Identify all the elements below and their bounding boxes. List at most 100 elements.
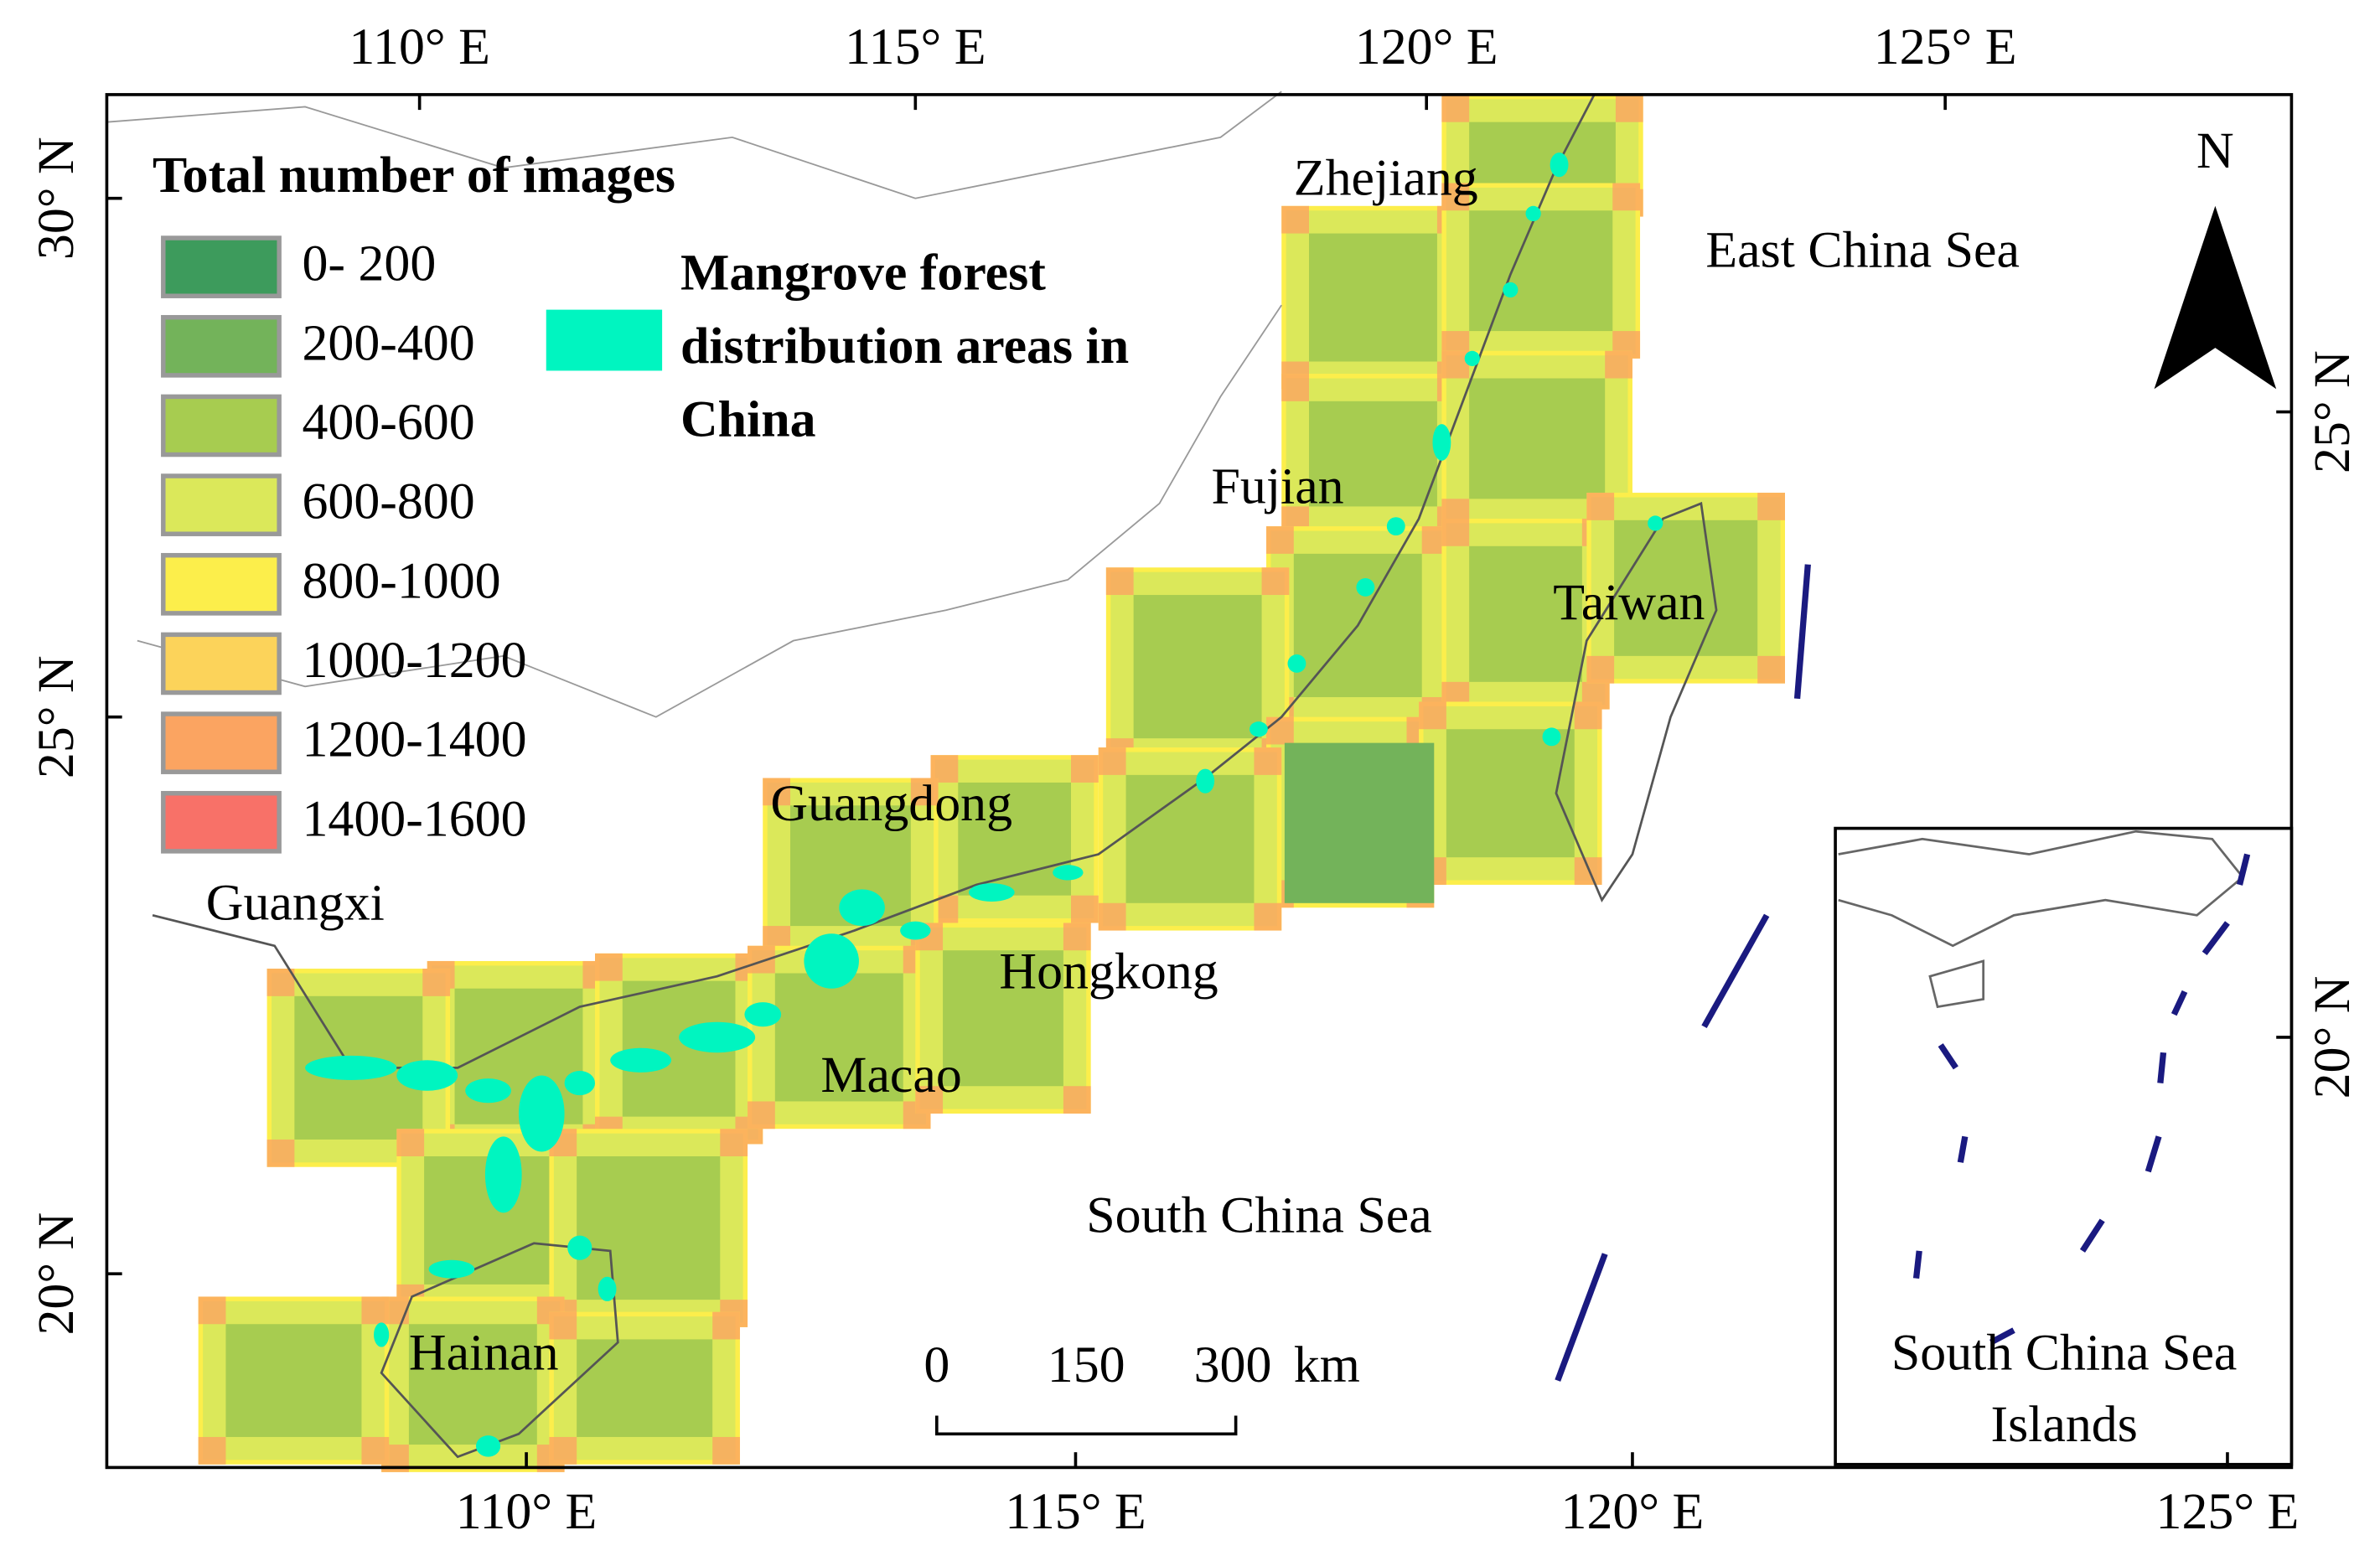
mangrove-area: [1196, 768, 1215, 794]
legend-swatch: [161, 235, 282, 298]
scale-label: 300: [1194, 1336, 1272, 1393]
place-label: Guangxi: [206, 874, 385, 931]
north-label: N: [2196, 122, 2234, 179]
mangrove-area: [744, 1002, 782, 1027]
tile-corner: [1757, 655, 1785, 684]
mangrove-area: [396, 1060, 458, 1091]
tile-corner: [1254, 902, 1282, 931]
tile-corner: [763, 778, 791, 806]
boundary-line: [1793, 564, 1811, 700]
tile-core: [774, 973, 903, 1102]
scale-unit: km: [1294, 1336, 1360, 1393]
tile-core: [1614, 520, 1758, 656]
inset-hainan: [1928, 959, 1985, 1009]
legend: 0- 200 200-400 400-600 600-800 800-1000 1000-…: [161, 235, 527, 854]
mangrove-swatch: [546, 309, 663, 371]
tile-corner: [198, 1296, 226, 1325]
province-border: [137, 304, 1282, 718]
mangrove-area: [374, 1322, 390, 1347]
mangrove-label: China: [680, 390, 816, 447]
tile-core: [225, 1324, 362, 1437]
legend-swatch: [161, 552, 282, 616]
place-label: Fujian: [1211, 457, 1343, 514]
legend-label: 800-1000: [302, 552, 500, 609]
tile-corner: [1419, 701, 1446, 730]
scale-label: 0: [924, 1336, 949, 1393]
tile-core: [958, 782, 1071, 896]
tile-corner: [361, 1296, 390, 1325]
legend-swatch: [161, 711, 282, 774]
tile-core: [1469, 545, 1582, 682]
top-tick-label: 115° E: [845, 18, 986, 75]
bottom-tick-label: 110° E: [456, 1483, 598, 1540]
tile-corner: [1266, 716, 1294, 745]
mangrove-area: [1053, 865, 1084, 881]
tile-corner: [198, 1436, 226, 1465]
tile-corner: [712, 1311, 740, 1340]
place-label: Zhejiang: [1294, 150, 1478, 207]
mangrove-area: [476, 1435, 501, 1457]
province-border: [106, 90, 1282, 199]
tile-corner: [1254, 747, 1282, 775]
tile-corner: [1441, 350, 1470, 379]
legend-swatch: [161, 632, 282, 695]
scale-line: [934, 1415, 1238, 1436]
place-label: Hongkong: [999, 943, 1218, 1000]
boundary-line: [1701, 913, 1770, 1029]
mangrove-area: [1287, 654, 1306, 673]
legend-label: 1000-1200: [302, 632, 526, 689]
sea-label: East China Sea: [1705, 221, 2020, 278]
tile-corner: [1441, 519, 1470, 546]
tile-core: [1309, 401, 1437, 507]
tile-core: [1446, 729, 1575, 858]
bottom-tick-label: 125° E: [2156, 1483, 2300, 1540]
axes: 110° E 115° E 120° E 125° E 110° E 115° E 120°…: [28, 18, 2361, 1540]
mangrove-label: distribution areas in: [680, 318, 1129, 375]
mangrove-area: [1648, 515, 1663, 531]
north-arrow: [2154, 205, 2277, 390]
top-tick-label: 125° E: [1874, 18, 2017, 75]
mangrove-area: [804, 933, 859, 989]
tile-corner: [1071, 755, 1099, 783]
tile-corner: [910, 778, 939, 806]
mangrove-area: [564, 1071, 595, 1096]
mangrove-area: [1550, 152, 1569, 178]
tile-corner: [361, 1436, 390, 1465]
legend-swatch: [161, 394, 282, 457]
map-frame: [105, 93, 2294, 1470]
inset-dashes: [1912, 853, 2251, 1346]
mangrove-area: [1386, 517, 1405, 536]
scale-label: 150: [1048, 1336, 1125, 1393]
top-tick-label: 120° E: [1355, 18, 1498, 75]
mangrove-area: [598, 1276, 617, 1301]
legend-label: 200-400: [302, 314, 474, 371]
mangrove-area: [1432, 424, 1451, 461]
legend-swatch: [161, 314, 282, 378]
tile-corner: [549, 1311, 577, 1340]
mangrove-area: [428, 1259, 475, 1279]
tile-core: [1469, 378, 1606, 499]
tile-core: [1133, 595, 1262, 739]
tile-low: [1284, 742, 1435, 903]
hainan-coast: [380, 1242, 619, 1459]
tile-corner: [1098, 747, 1126, 775]
sea-label: South China Sea: [1086, 1187, 1432, 1244]
mangrove-area: [484, 1136, 522, 1213]
tile-corner: [595, 953, 623, 981]
tile-corner: [1441, 94, 1470, 122]
mangrove-area: [1356, 578, 1375, 597]
place-label: Hainan: [409, 1324, 559, 1381]
tile-corner: [1261, 567, 1290, 596]
tile-corner: [1281, 374, 1309, 401]
tile-corner: [1574, 857, 1602, 885]
left-tick-label: 25° N: [28, 655, 85, 778]
place-label: Guangdong: [770, 775, 1012, 832]
mangrove-area: [465, 1078, 511, 1104]
tile-corner: [1063, 923, 1091, 951]
tile-core: [408, 1324, 537, 1445]
top-tick-label: 110° E: [349, 18, 490, 75]
tile-core: [1125, 774, 1255, 903]
tile-corner: [1105, 567, 1134, 596]
mangrove-area: [518, 1075, 565, 1152]
tile-corner: [266, 1139, 295, 1167]
